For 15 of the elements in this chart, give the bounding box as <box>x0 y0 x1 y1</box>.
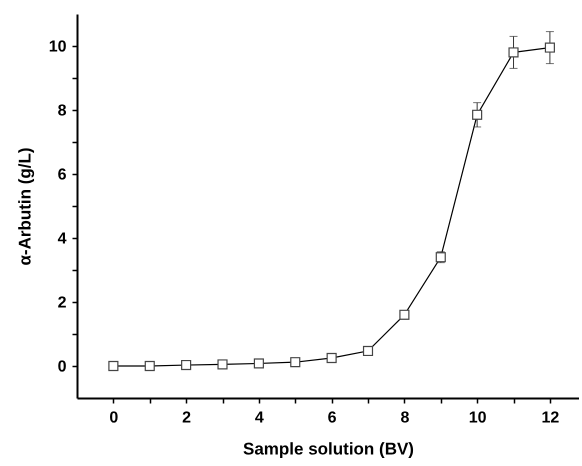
y-tick-label: 4 <box>58 230 67 248</box>
x-tick-label: 0 <box>109 410 118 426</box>
x-tick-label: 6 <box>328 410 337 426</box>
x-tick-label: 4 <box>254 410 264 426</box>
y-tick-label: 2 <box>58 294 67 312</box>
y-tick-label: 10 <box>48 38 67 56</box>
y-axis-title: α-Arbutin (g/L) <box>16 147 35 266</box>
x-tick-label: 2 <box>182 410 192 426</box>
y-tick-label: 6 <box>58 166 67 184</box>
x-axis-title: Sample solution (BV) <box>243 440 414 458</box>
y-tick-label: 0 <box>58 358 67 376</box>
y-tick-label: 8 <box>58 102 67 120</box>
x-tick-label: 12 <box>542 410 560 426</box>
x-tick-label: 10 <box>468 410 487 426</box>
x-tick-label: 8 <box>400 410 410 426</box>
